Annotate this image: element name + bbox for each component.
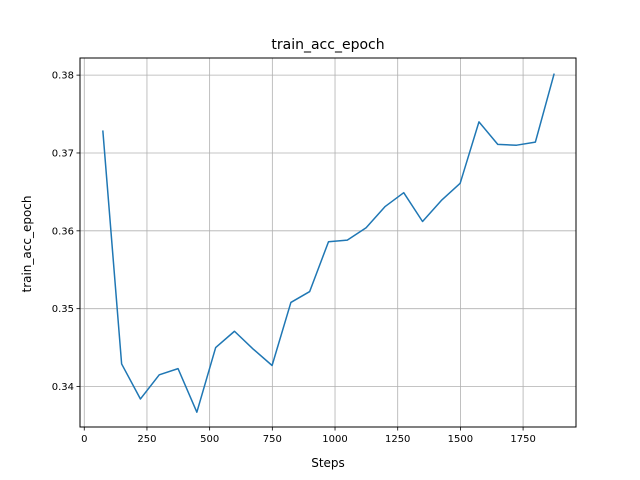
grid [80, 58, 576, 427]
series-layer [102, 73, 555, 413]
y-tick-label: 0.36 [52, 226, 74, 237]
x-tick-label: 1500 [448, 434, 473, 445]
x-axis-ticks: 0 250 500 750 1000 1250 1500 1750 [81, 427, 536, 445]
x-tick-label: 500 [200, 434, 219, 445]
y-tick-label: 0.37 [52, 148, 74, 159]
y-tick-label: 0.34 [52, 382, 74, 393]
x-tick-label: 1750 [510, 434, 535, 445]
x-tick-label: 750 [263, 434, 282, 445]
x-tick-label: 250 [137, 434, 156, 445]
x-axis-label: Steps [311, 456, 345, 470]
chart-title: train_acc_epoch [271, 37, 384, 53]
y-tick-label: 0.35 [52, 304, 74, 315]
series-line [102, 73, 555, 413]
x-tick-label: 1250 [385, 434, 410, 445]
x-tick-label: 1000 [322, 434, 347, 445]
x-tick-label: 0 [81, 434, 87, 445]
y-tick-label: 0.38 [52, 71, 74, 82]
y-axis-ticks: 0.34 0.35 0.36 0.37 0.38 [52, 71, 80, 393]
y-axis-label: train_acc_epoch [20, 195, 34, 292]
plot-area-frame [79, 57, 577, 428]
